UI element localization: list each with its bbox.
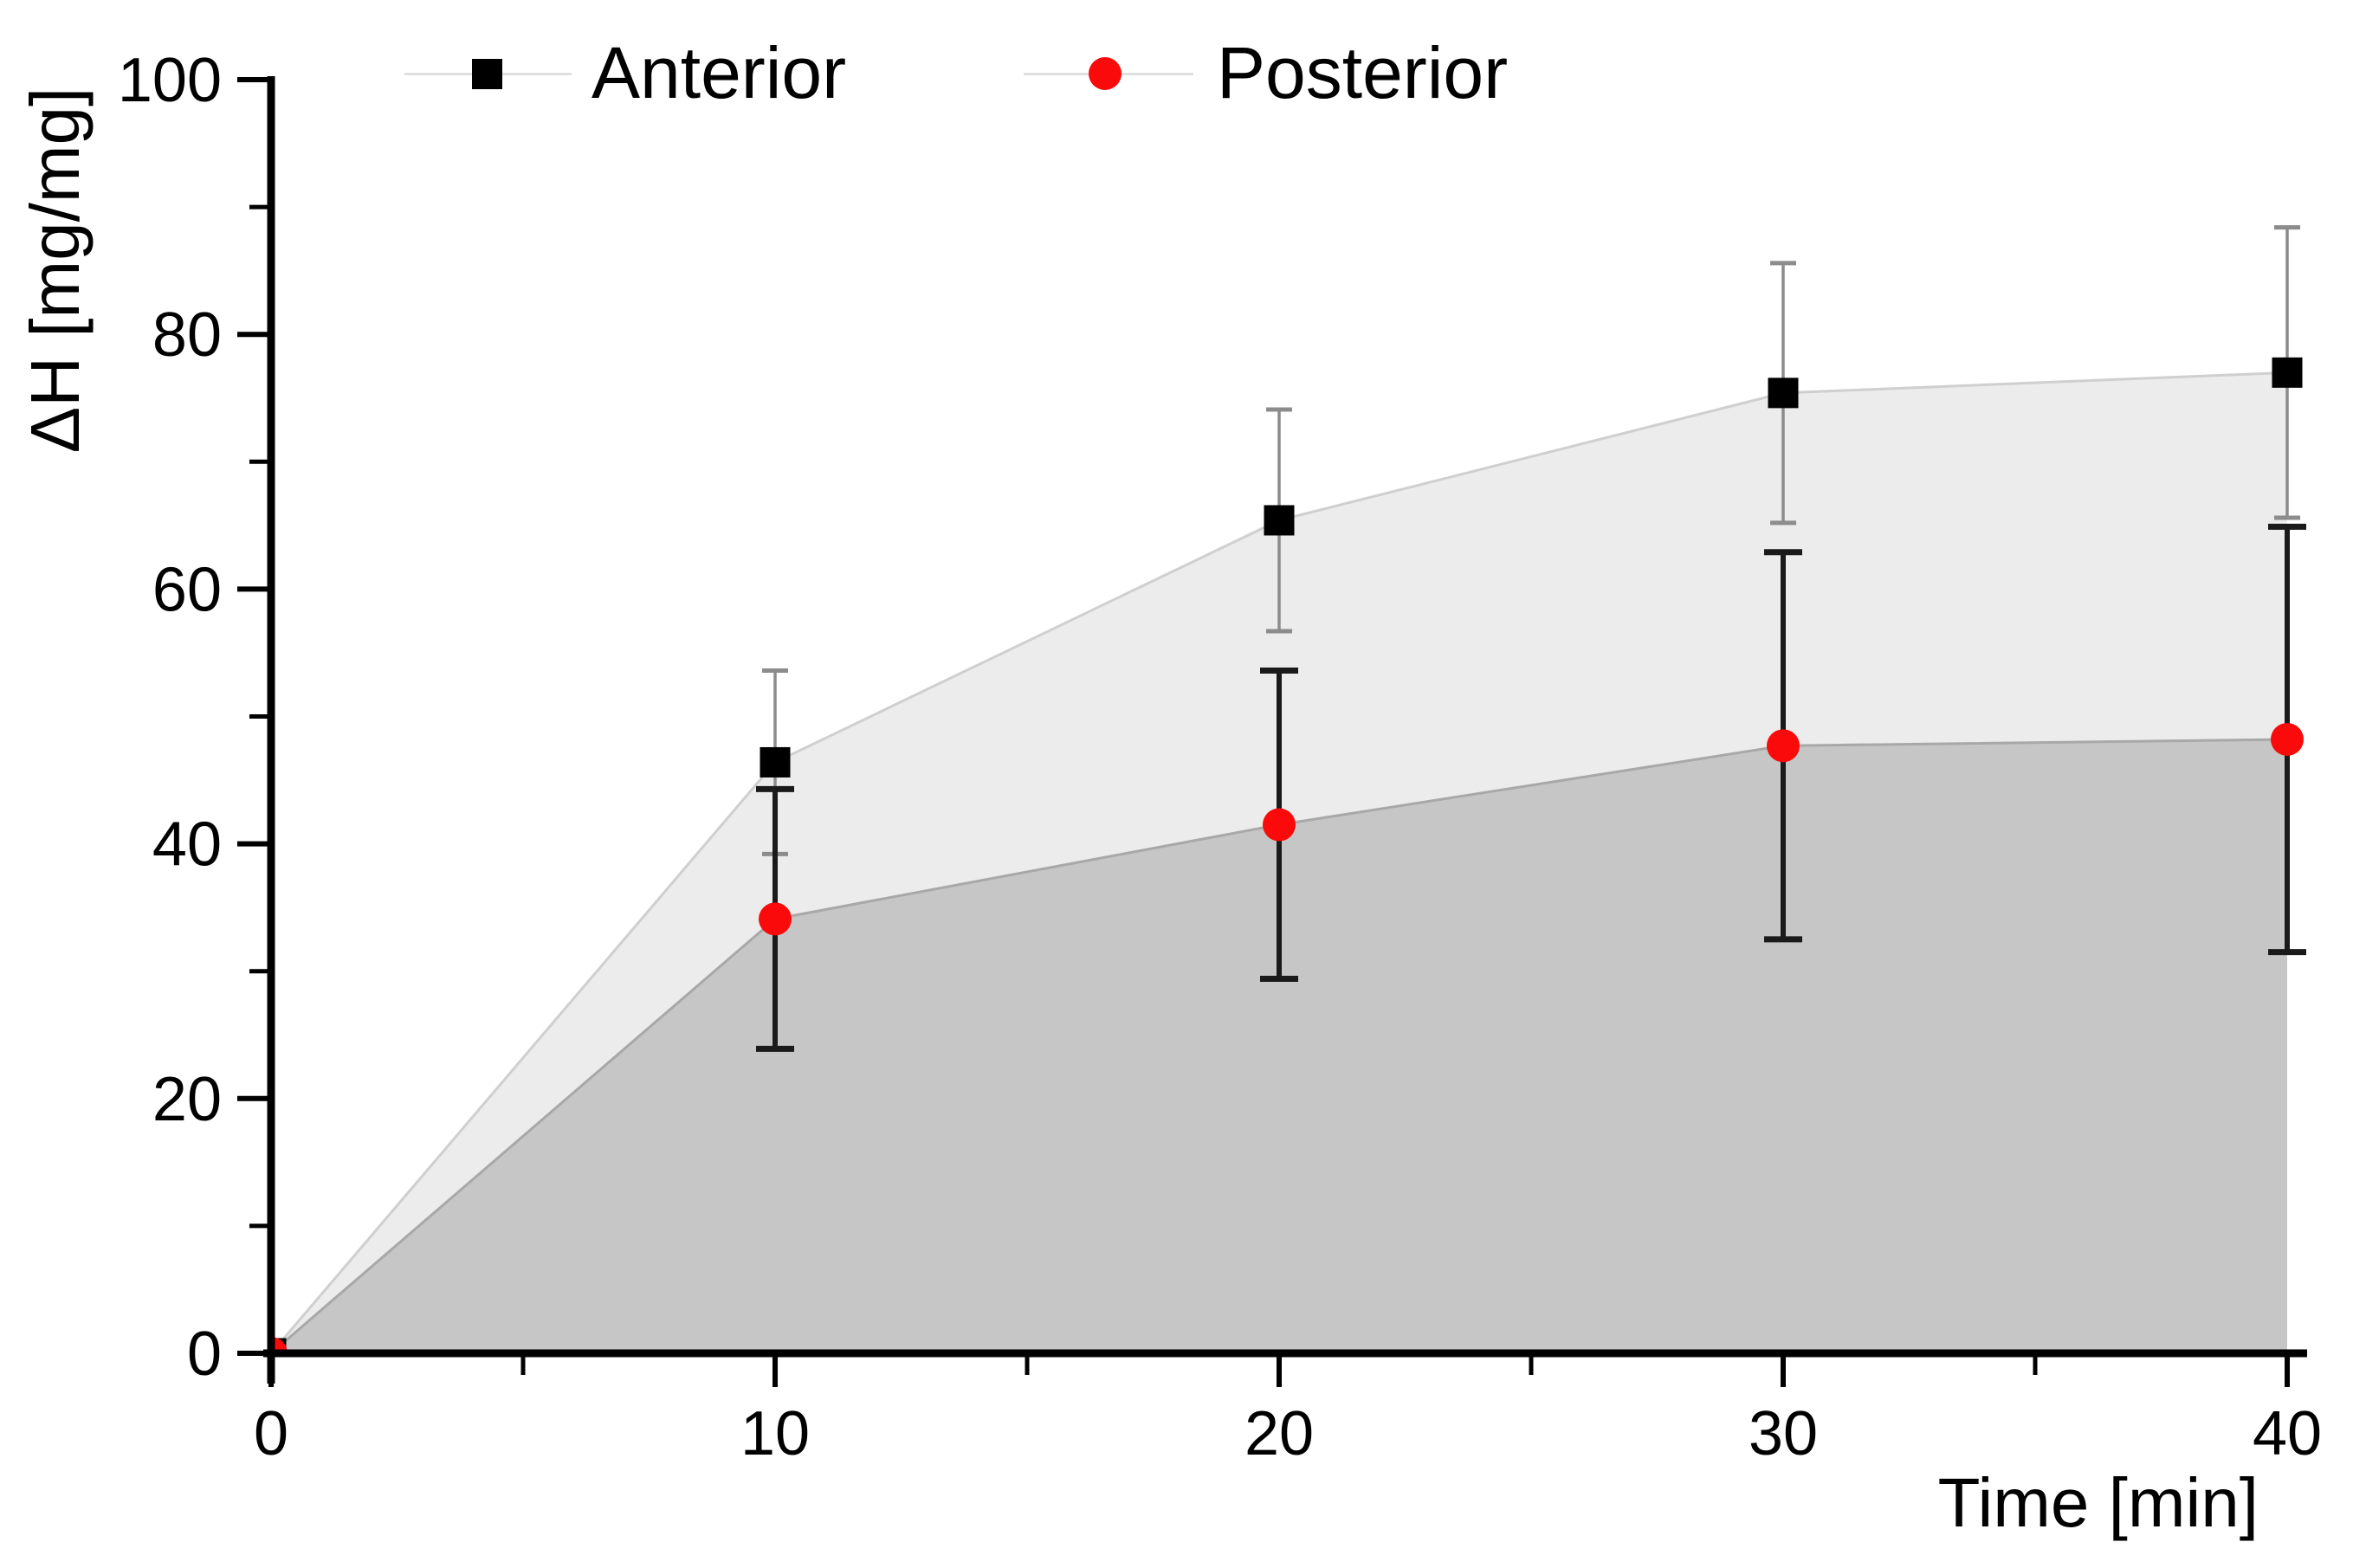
posterior-marker [2271, 722, 2304, 756]
y-tick-label: 0 [187, 1320, 222, 1389]
anterior-marker [1768, 377, 1799, 409]
y-tick-label: 80 [152, 300, 222, 370]
x-tick-label: 30 [1749, 1399, 1818, 1468]
anterior-marker [1264, 505, 1295, 536]
legend-marker-posterior [1089, 57, 1122, 90]
x-tick-label: 10 [740, 1399, 810, 1468]
x-tick-label: 20 [1244, 1399, 1314, 1468]
posterior-marker [1767, 729, 1800, 763]
anterior-marker [760, 746, 791, 778]
posterior-marker [759, 902, 792, 936]
y-axis-label: ΔH [mg/mg] [16, 87, 94, 454]
y-tick-label: 20 [152, 1065, 222, 1134]
anterior-marker [2272, 357, 2303, 388]
x-tick-label: 40 [2253, 1399, 2322, 1468]
posterior-marker [1263, 808, 1296, 842]
y-tick-label: 40 [152, 810, 222, 880]
x-axis-label: Time [min] [1937, 1464, 2259, 1542]
y-tick-label: 100 [118, 46, 222, 115]
legend-marker-anterior [472, 59, 502, 89]
legend-label-anterior: Anterior [592, 32, 847, 113]
legend-label-posterior: Posterior [1217, 32, 1509, 113]
x-tick-label: 0 [254, 1399, 288, 1468]
plot-area [268, 225, 2306, 1357]
y-tick-label: 60 [152, 555, 222, 624]
